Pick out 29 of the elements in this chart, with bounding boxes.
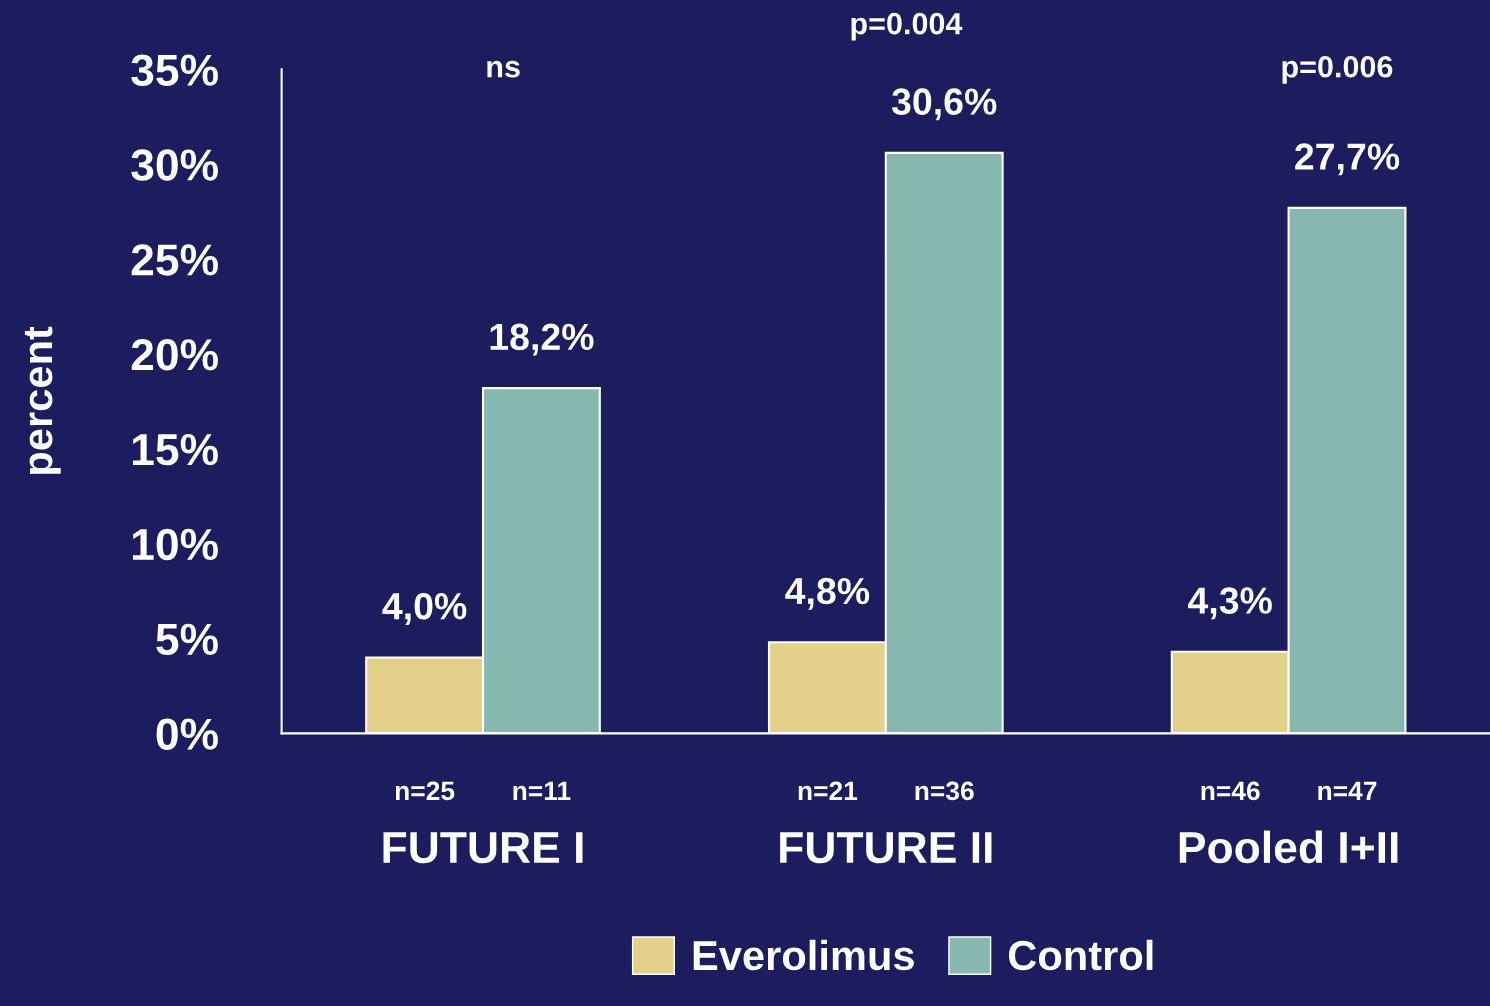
y-axis-title: percent (24, 326, 61, 474)
y-tick-label: 10% (132, 528, 218, 561)
text: p=0.004 (851, 12, 963, 41)
text: n=25 (395, 781, 455, 801)
annotation: ns (487, 60, 520, 78)
text: n=21 (798, 781, 858, 800)
data-label: 18,2% (490, 323, 594, 356)
legend-label: Everolimus (693, 939, 914, 971)
y-tick-label: 35% (131, 54, 218, 87)
y-tick-label: 15% (132, 434, 218, 466)
text: n=46 (1201, 781, 1260, 801)
x-tick-label: Pooled I+II (1179, 830, 1398, 864)
x-tick-label: FUTURE I (383, 832, 583, 864)
text: n=36 (915, 781, 974, 801)
y-tick-label: 5% (156, 623, 218, 656)
text: n=47 (1318, 781, 1377, 800)
y-tick-label: 30% (131, 149, 218, 181)
data-label: 27,7% (1295, 143, 1400, 176)
legend-label: Control (1008, 939, 1153, 971)
data-label: 30,6% (891, 88, 997, 121)
annotation: p=0.006 (1282, 55, 1393, 84)
data-label: 4,3% (1188, 587, 1272, 620)
data-label: 4,0% (382, 592, 467, 625)
y-tick-label: 0% (156, 718, 218, 750)
text: n=11 (513, 781, 571, 800)
data-label: 4,8% (785, 577, 870, 610)
y-tick-label: 25% (131, 244, 218, 276)
y-tick-label: 20% (131, 339, 218, 371)
x-tick-label: FUTURE II (780, 832, 992, 864)
